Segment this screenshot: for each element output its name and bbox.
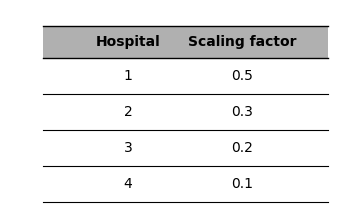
Text: 0.1: 0.1 <box>231 177 253 191</box>
Text: 1: 1 <box>124 69 132 83</box>
FancyBboxPatch shape <box>43 26 328 58</box>
Text: 4: 4 <box>124 177 132 191</box>
Text: Scaling factor: Scaling factor <box>188 35 296 50</box>
Text: 2: 2 <box>124 105 132 119</box>
Text: 3: 3 <box>124 141 132 155</box>
Text: Hospital: Hospital <box>96 35 161 50</box>
Text: 0.5: 0.5 <box>231 69 253 83</box>
Text: 0.3: 0.3 <box>231 105 253 119</box>
Text: 0.2: 0.2 <box>231 141 253 155</box>
